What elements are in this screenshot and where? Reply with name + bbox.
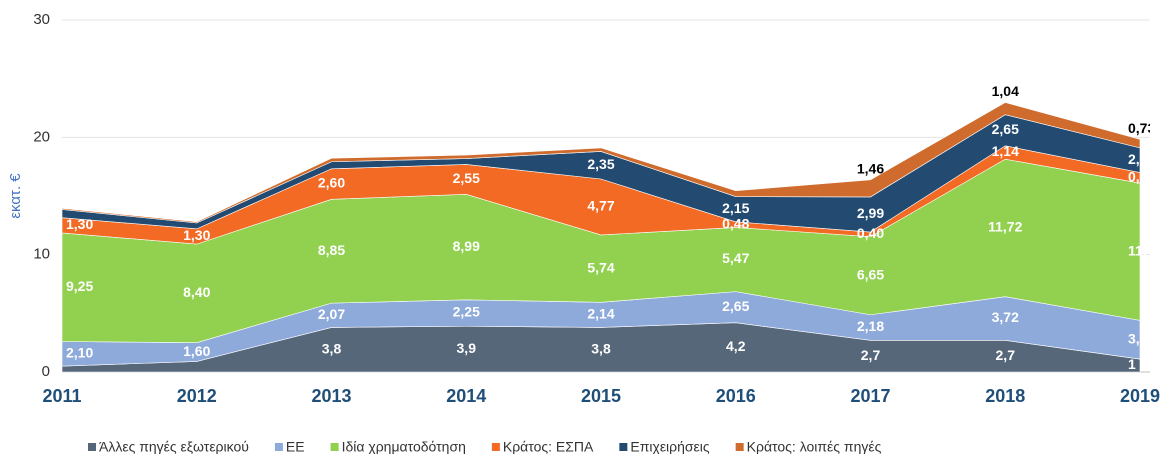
value-label: 3,9 xyxy=(457,340,477,356)
value-label: 1,30 xyxy=(66,216,93,232)
value-label: 4,2 xyxy=(726,338,746,354)
value-label: 1,30 xyxy=(183,227,210,243)
x-tick-label: 2019 xyxy=(1120,386,1160,406)
legend-swatch xyxy=(274,443,283,451)
legend-swatch xyxy=(491,443,500,451)
y-axis-label: εκατ. € xyxy=(7,173,24,219)
value-label: 3, xyxy=(1128,330,1140,346)
value-label: 5,74 xyxy=(587,259,614,275)
value-label: 4,77 xyxy=(587,198,614,214)
x-tick-label: 2016 xyxy=(716,386,756,406)
x-tick-label: 2013 xyxy=(311,386,351,406)
value-label: 2,60 xyxy=(318,175,345,191)
value-label: 3,8 xyxy=(322,340,342,356)
y-tick-label: 0 xyxy=(42,363,50,380)
value-label: 2,15 xyxy=(722,200,749,216)
y-tick-label: 20 xyxy=(33,128,50,145)
legend-label: Κράτος: ΕΣΠΑ xyxy=(503,439,594,454)
x-tick-label: 2015 xyxy=(581,386,621,406)
y-tick-label: 30 xyxy=(33,11,50,28)
legend-label: Κράτος: λοιπές πηγές xyxy=(747,439,882,454)
value-label: 0,48 xyxy=(722,215,749,231)
value-label: 11,72 xyxy=(988,219,1022,235)
value-label: 1,04 xyxy=(992,83,1019,99)
value-label: 3,8 xyxy=(591,340,611,356)
value-label: 8,40 xyxy=(183,284,210,300)
value-label: 1,46 xyxy=(857,161,884,177)
value-label: 8,99 xyxy=(453,238,480,254)
value-label: 1 xyxy=(1128,356,1136,372)
value-label: 2,10 xyxy=(66,345,93,361)
legend-swatch xyxy=(330,443,339,451)
value-label: 2,25 xyxy=(453,304,480,320)
x-tick-label: 2011 xyxy=(42,386,81,406)
value-label: 9,25 xyxy=(66,278,93,294)
value-label: 2,7 xyxy=(996,347,1016,363)
value-label: 2,65 xyxy=(722,298,749,314)
value-label: 0,40 xyxy=(857,225,884,241)
legend-label: Άλλες πηγές εξωτερικού xyxy=(99,439,249,454)
value-label: 8,85 xyxy=(318,242,345,258)
y-tick-label: 10 xyxy=(33,246,50,263)
legend-label: Επιχειρήσεις xyxy=(630,439,710,454)
legend-swatch xyxy=(619,443,628,451)
value-label: 2,99 xyxy=(857,205,884,221)
value-label: 1,60 xyxy=(183,343,210,359)
value-label: 0,73 xyxy=(1128,120,1155,136)
value-label: 5,47 xyxy=(722,250,749,266)
legend-label: ΕΕ xyxy=(286,439,305,454)
value-label: 2,14 xyxy=(587,306,614,322)
area xyxy=(61,102,1141,224)
x-tick-label: 2017 xyxy=(850,386,890,406)
value-label: 2,07 xyxy=(318,306,345,322)
legend-label: Ιδία χρηματοδότηση xyxy=(342,439,466,454)
value-label: 2, xyxy=(1128,151,1140,167)
x-tick-label: 2012 xyxy=(177,386,217,406)
legend-swatch xyxy=(88,443,96,451)
value-label: 2,65 xyxy=(992,121,1019,137)
value-label: 0, xyxy=(1128,169,1140,185)
x-tick-label: 2018 xyxy=(985,386,1025,406)
x-tick-label: 2014 xyxy=(446,386,486,406)
legend-swatch xyxy=(735,443,744,451)
plot-area: 3,8 3,9 3,8 4,2 2,7 2,7 1 2,10 1,60 2,07 2,25 2,14 2… xyxy=(61,83,1155,373)
value-label: 2,35 xyxy=(587,156,614,172)
value-label: 2,7 xyxy=(861,347,881,363)
value-label: 2,18 xyxy=(857,318,884,334)
value-label: 3,72 xyxy=(992,309,1019,325)
value-label: 11, xyxy=(1128,242,1147,258)
value-label: 6,65 xyxy=(857,266,884,282)
value-label: 1,14 xyxy=(992,143,1019,159)
value-label: 2,55 xyxy=(453,170,480,186)
